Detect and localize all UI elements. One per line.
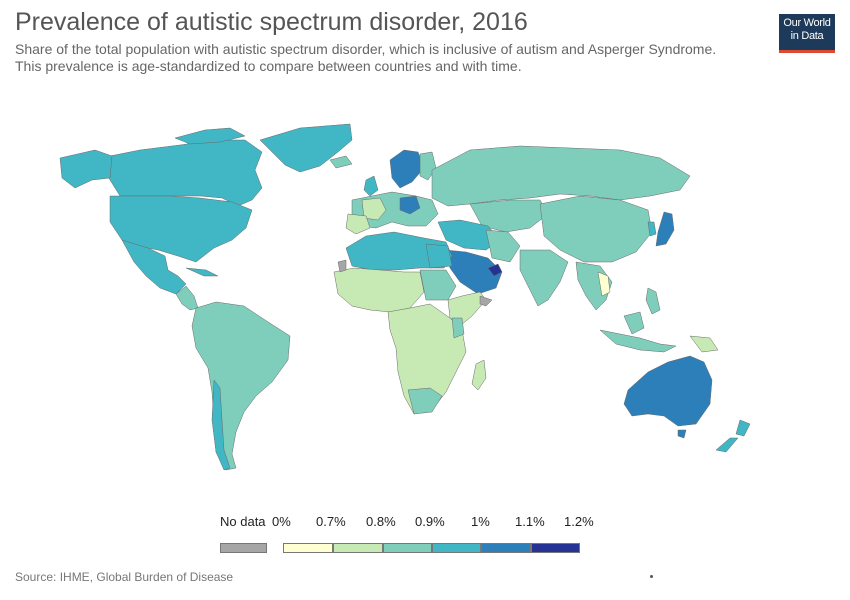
region-uk[interactable]	[363, 175, 379, 197]
region-korea[interactable]	[647, 221, 657, 237]
region-uae[interactable]	[487, 263, 503, 277]
legend-tick-label-4: 1%	[471, 514, 490, 529]
region-philippines[interactable]	[645, 287, 661, 315]
region-russia[interactable]	[431, 145, 691, 207]
legend-tick-label-0: 0%	[272, 514, 291, 529]
region-japan[interactable]	[655, 211, 675, 247]
region-alaska[interactable]	[59, 149, 113, 189]
region-caribbean[interactable]	[185, 267, 219, 277]
region-iberia[interactable]	[345, 213, 371, 235]
subtitle-line-1: Share of the total population with autis…	[15, 41, 717, 57]
region-scandinavia[interactable]	[389, 149, 425, 189]
legend-tick-label-6: 1.2%	[564, 514, 594, 529]
legend-swatch-0[interactable]	[283, 543, 333, 553]
region-indonesia[interactable]	[599, 329, 677, 353]
region-iceland[interactable]	[329, 155, 353, 169]
owid-logo[interactable]: Our World in Data	[779, 14, 835, 53]
legend-tick-label-3: 0.9%	[415, 514, 445, 529]
world-map[interactable]	[0, 80, 850, 510]
legend-swatch-2[interactable]	[383, 543, 432, 553]
legend-swatch-5[interactable]	[531, 543, 580, 553]
legend-no-data-label: No data	[220, 514, 266, 529]
region-indochina-yellow[interactable]	[597, 271, 611, 297]
region-mexico[interactable]	[121, 239, 187, 295]
region-arctic-islands[interactable]	[174, 127, 246, 145]
region-egypt[interactable]	[425, 243, 453, 269]
legend-swatch-4[interactable]	[481, 543, 531, 553]
region-arabia[interactable]	[445, 249, 503, 295]
source-note: Source: IHME, Global Burden of Disease	[15, 570, 234, 584]
region-no-data-sahara[interactable]	[337, 259, 347, 273]
region-china[interactable]	[539, 195, 653, 263]
region-east-africa[interactable]	[451, 317, 465, 339]
region-india[interactable]	[519, 249, 569, 307]
region-southern-africa[interactable]	[407, 387, 443, 415]
legend-tick-label-5: 1.1%	[515, 514, 545, 529]
region-madagascar[interactable]	[471, 359, 487, 391]
region-northern-south-america[interactable]	[191, 301, 291, 471]
legend-tick-label-1: 0.7%	[316, 514, 346, 529]
chart-subtitle: Share of the total population with autis…	[15, 41, 735, 75]
chart-title: Prevalence of autistic spectrum disorder…	[15, 8, 528, 36]
region-no-data-somalia[interactable]	[479, 295, 493, 307]
region-tasmania[interactable]	[677, 429, 687, 439]
subtitle-line-2: This prevalence is age-standardized to c…	[15, 58, 522, 74]
region-new-zealand-south[interactable]	[715, 437, 739, 453]
region-greenland[interactable]	[259, 123, 353, 173]
logo-accent-bar	[779, 50, 835, 53]
legend-swatch-1[interactable]	[333, 543, 383, 553]
region-france[interactable]	[361, 197, 387, 221]
decorative-dot	[650, 575, 653, 578]
logo-line-2: in Data	[790, 30, 824, 42]
legend-no-data-swatch[interactable]	[220, 543, 267, 553]
region-central-europe[interactable]	[399, 195, 421, 215]
region-west-africa[interactable]	[333, 267, 425, 313]
region-central-southern-africa[interactable]	[387, 303, 467, 415]
legend-swatch-3[interactable]	[432, 543, 481, 553]
logo-line-1: Our World	[783, 17, 831, 29]
region-iran[interactable]	[485, 229, 521, 263]
region-papua[interactable]	[689, 335, 719, 353]
region-sahel[interactable]	[419, 269, 457, 301]
region-borneo[interactable]	[623, 311, 645, 335]
region-australia[interactable]	[623, 355, 713, 427]
region-chile[interactable]	[211, 379, 231, 471]
region-new-zealand[interactable]	[735, 419, 751, 437]
legend-tick-label-2: 0.8%	[366, 514, 396, 529]
